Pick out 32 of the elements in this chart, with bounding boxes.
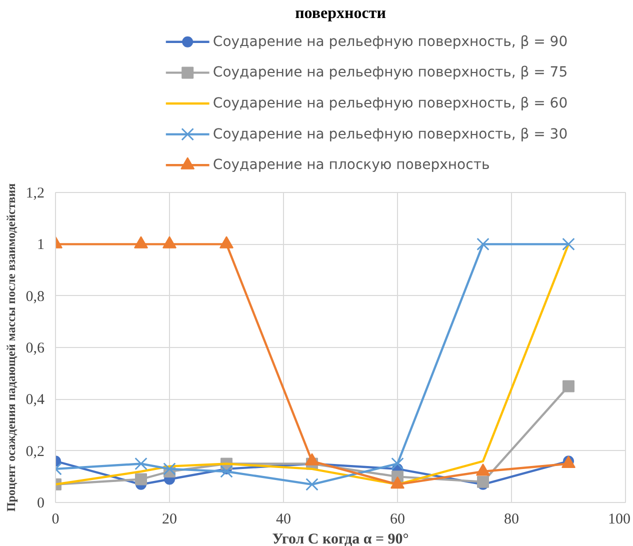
y-tick-label: 0,4 [26, 392, 45, 408]
legend-label: Соударение на рельефную поверхность, β = 90 [212, 34, 568, 50]
y-tick-label: 1,2 [26, 186, 44, 202]
y-tick-label: 0,8 [26, 288, 44, 305]
legend-label: Соударение на рельефную поверхность, β = 60 [212, 96, 568, 112]
point [135, 473, 147, 486]
chart-title: поверхности [295, 5, 386, 22]
y-tick-label: 1 [37, 237, 44, 254]
x-tick-label: 0 [52, 512, 60, 528]
point [220, 465, 233, 478]
point [134, 457, 148, 470]
x-tick-label: 80 [504, 512, 519, 528]
point [306, 478, 318, 491]
point [163, 462, 176, 476]
point [162, 236, 176, 248]
point [562, 380, 574, 392]
legend-label: Соударение на плоскую поверхность [212, 157, 490, 174]
point [134, 236, 148, 248]
legend-label: Соударение на рельефную поверхность, β = 75 [212, 64, 568, 81]
point [220, 236, 234, 248]
x-tick-label: 40 [276, 512, 291, 528]
point [477, 476, 489, 488]
y-axis-title: Процент осаждения падающей массы после взаимодействия [4, 182, 18, 512]
x-tick-label: 60 [390, 512, 405, 528]
y-tick-label: 0 [37, 496, 44, 512]
y-tick-label: 0,6 [26, 340, 45, 356]
y-tick-label: 0,2 [26, 444, 44, 460]
point [391, 457, 404, 470]
x-tick-label: 20 [162, 512, 177, 528]
legend-label: Соударение на рельефную поверхность, β = 30 [212, 126, 568, 142]
x-tick-label: 100 [608, 512, 630, 528]
x-axis-title: Угол C когда α = 90° [272, 532, 409, 546]
